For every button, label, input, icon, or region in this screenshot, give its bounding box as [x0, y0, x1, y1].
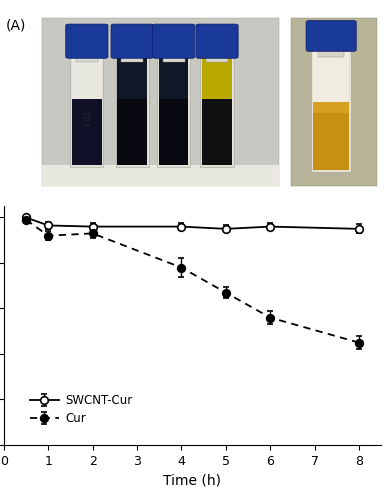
Bar: [206, 52, 228, 62]
Bar: [159, 99, 188, 165]
Bar: [291, 18, 377, 186]
Bar: [202, 57, 232, 99]
Bar: [42, 165, 279, 186]
Text: (A): (A): [6, 18, 26, 32]
Bar: [76, 52, 98, 62]
Bar: [313, 48, 350, 106]
Bar: [70, 54, 104, 167]
Bar: [72, 99, 102, 165]
FancyBboxPatch shape: [111, 24, 153, 58]
Bar: [72, 57, 102, 99]
Bar: [116, 54, 149, 167]
X-axis label: Time (h): Time (h): [164, 474, 221, 488]
Bar: [117, 57, 147, 99]
Legend: SWCNT-Cur, Cur: SWCNT-Cur, Cur: [25, 390, 137, 430]
Bar: [311, 46, 351, 172]
FancyBboxPatch shape: [306, 20, 356, 52]
Bar: [42, 18, 279, 186]
Bar: [318, 46, 344, 57]
Bar: [163, 52, 184, 62]
Text: 1.0
0.5
m: 1.0 0.5 m: [82, 112, 91, 128]
Bar: [117, 99, 147, 165]
Bar: [313, 104, 350, 170]
Bar: [202, 99, 232, 165]
Bar: [121, 52, 143, 62]
FancyBboxPatch shape: [196, 24, 238, 58]
Bar: [159, 57, 188, 99]
FancyBboxPatch shape: [152, 24, 195, 58]
Bar: [201, 54, 234, 167]
Bar: [157, 54, 190, 167]
Bar: [313, 102, 350, 113]
FancyBboxPatch shape: [66, 24, 108, 58]
